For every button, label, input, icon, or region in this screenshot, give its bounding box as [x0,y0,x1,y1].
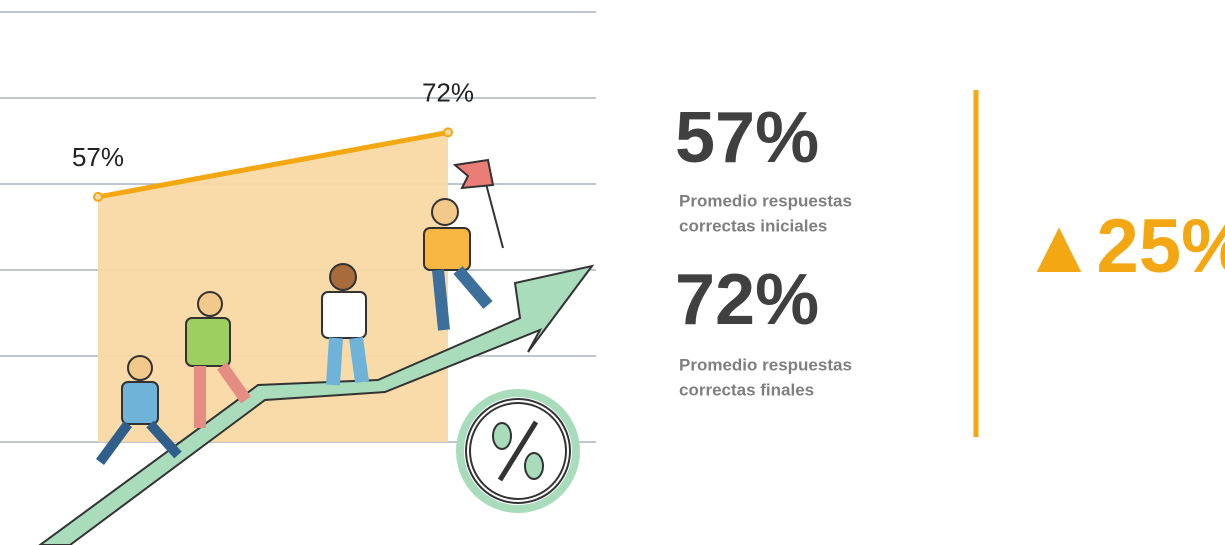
infographic: 57% 72% 57% Promedio respuestas correctas… [0,0,1225,545]
point [444,128,452,136]
change-value: ▲25% [1021,204,1225,289]
final-value: 72% [675,260,819,340]
initial-caption: Promedio respuestas [679,191,852,210]
page: {"chart_data": {"type": "line", "categor… [0,0,1225,545]
final-caption: correctas finales [679,380,814,399]
data-label: 57% [72,142,124,172]
initial-value: 57% [675,98,819,178]
data-label: 72% [422,77,474,107]
point [94,193,102,201]
percent-badge [460,393,576,509]
initial-caption: correctas iniciales [679,216,827,235]
final-caption: Promedio respuestas [679,355,852,374]
